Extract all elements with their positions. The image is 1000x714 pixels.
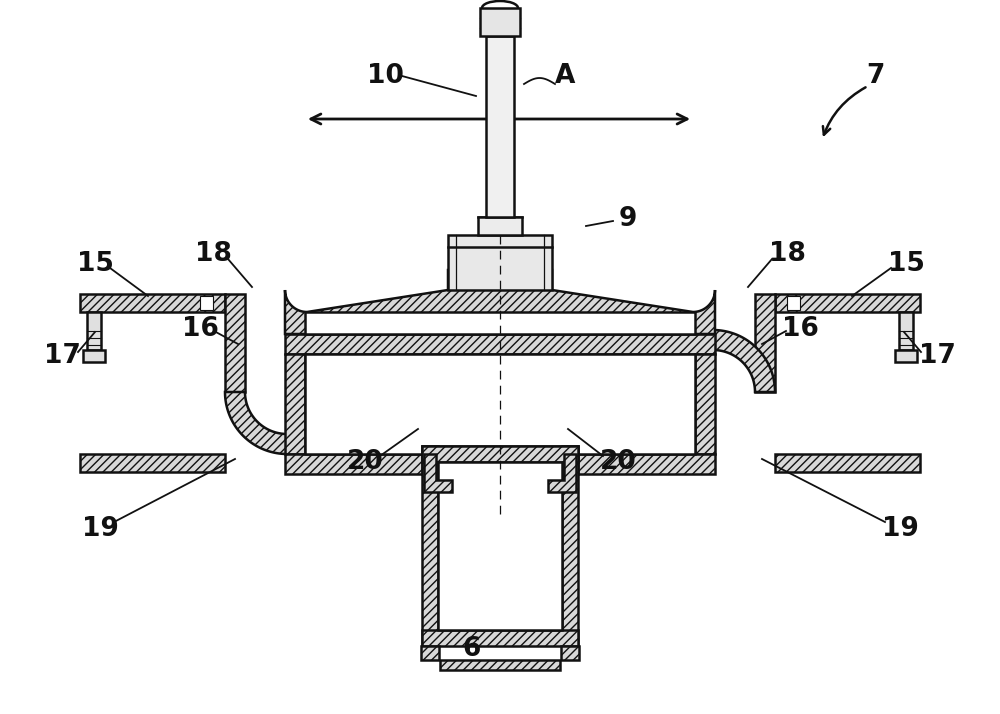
Text: 16: 16: [782, 316, 818, 342]
Polygon shape: [775, 454, 920, 472]
Text: 7: 7: [866, 63, 884, 89]
Text: A: A: [555, 63, 575, 89]
Polygon shape: [448, 235, 552, 290]
Polygon shape: [422, 446, 438, 646]
Polygon shape: [695, 354, 715, 454]
Polygon shape: [200, 296, 213, 310]
Text: 6: 6: [463, 636, 481, 662]
Polygon shape: [438, 462, 562, 630]
Polygon shape: [422, 446, 578, 474]
Polygon shape: [285, 270, 715, 334]
Text: 16: 16: [182, 316, 218, 342]
Polygon shape: [422, 446, 578, 462]
Polygon shape: [478, 217, 522, 235]
Polygon shape: [440, 660, 560, 670]
Polygon shape: [83, 350, 105, 362]
Polygon shape: [713, 330, 775, 392]
Text: 18: 18: [769, 241, 805, 267]
Polygon shape: [305, 354, 695, 454]
Text: 10: 10: [367, 63, 403, 89]
Text: 15: 15: [77, 251, 113, 277]
Text: 15: 15: [888, 251, 924, 277]
Polygon shape: [787, 296, 800, 310]
Text: 18: 18: [195, 241, 231, 267]
Polygon shape: [562, 446, 578, 646]
Polygon shape: [424, 454, 452, 492]
Text: 19: 19: [882, 516, 918, 542]
Text: 20: 20: [347, 449, 383, 475]
Polygon shape: [486, 36, 514, 217]
Text: 17: 17: [44, 343, 80, 369]
Polygon shape: [225, 294, 245, 392]
Polygon shape: [899, 312, 913, 350]
Polygon shape: [755, 294, 775, 392]
Text: 20: 20: [600, 449, 636, 475]
Polygon shape: [80, 294, 225, 312]
Polygon shape: [285, 334, 715, 354]
Polygon shape: [561, 646, 579, 660]
Polygon shape: [548, 454, 576, 492]
Text: 9: 9: [619, 206, 637, 232]
Polygon shape: [87, 312, 101, 350]
Text: 17: 17: [919, 343, 955, 369]
Polygon shape: [480, 8, 520, 36]
Polygon shape: [421, 646, 439, 660]
Text: 19: 19: [82, 516, 118, 542]
Polygon shape: [895, 350, 917, 362]
Polygon shape: [285, 454, 715, 474]
Polygon shape: [80, 454, 225, 472]
Polygon shape: [285, 354, 305, 454]
Polygon shape: [225, 392, 287, 454]
Polygon shape: [422, 630, 578, 646]
Polygon shape: [305, 312, 695, 334]
Polygon shape: [775, 294, 920, 312]
